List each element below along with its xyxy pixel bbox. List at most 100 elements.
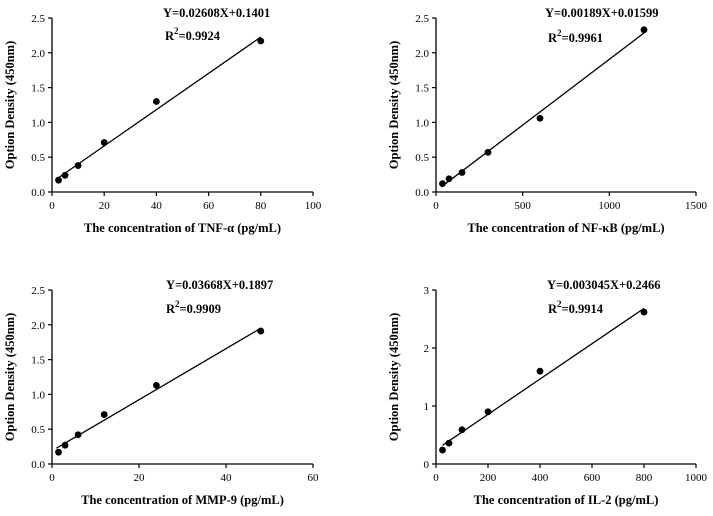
data-point	[74, 162, 82, 169]
data-point	[445, 439, 453, 447]
fit-equation: Y=0.03668X+0.1897	[166, 278, 273, 292]
y-tick-label: 2.0	[415, 48, 429, 60]
x-tick-label: 0	[433, 472, 439, 484]
regression-line	[56, 327, 262, 449]
y-tick-label: 1.0	[31, 117, 45, 129]
data-point	[153, 381, 160, 389]
x-tick-label: 500	[514, 200, 531, 212]
y-tick-label: 0.5	[415, 152, 429, 164]
x-tick-label: 20	[99, 200, 111, 212]
data-point	[536, 114, 544, 122]
x-tick-label: 200	[480, 472, 497, 484]
y-tick-label: 0.5	[31, 152, 45, 164]
r-squared-label: R2=0.9924	[165, 26, 221, 43]
y-tick-label: 1.0	[31, 389, 45, 401]
chart-2: 0.0 0.5 1.0 1.5 2.0 2.5 0 500 1000 1500 The concen…	[387, 6, 708, 235]
r-squared-value: =0.9909	[180, 302, 222, 316]
y-axis-label: Option Density (450nm)	[3, 41, 17, 169]
data-point	[640, 308, 648, 316]
y-tick-label: 0.5	[31, 424, 45, 436]
x-tick-label: 600	[584, 472, 601, 484]
y-axis-label: Option Density (450nm)	[387, 41, 401, 169]
data-point	[439, 446, 446, 454]
r-squared-symbol: R	[165, 29, 175, 43]
x-axis-label: The concentration of IL-2 (pg/mL)	[474, 493, 659, 507]
chart-1: 0.0 0.5 1.0 1.5 2.0 2.5 0 20 40 60 80 100 The concen…	[3, 6, 322, 235]
chart-4: 0 1 2 3 0 200 400 600 800 1000 The concentration o…	[387, 278, 708, 507]
y-tick-label: 2.0	[31, 320, 45, 332]
data-point	[458, 426, 466, 434]
r-squared-label: R2=0.9909	[166, 299, 221, 316]
fit-equation: Y=0.003045X+0.2466	[547, 278, 661, 292]
y-tick-label: 0.0	[31, 459, 45, 471]
y-axis-label: Option Density (450nm)	[3, 313, 17, 441]
x-tick-label: 1000	[685, 472, 708, 484]
x-tick-label: 0	[49, 200, 55, 212]
regression-line	[442, 307, 645, 446]
x-tick-label: 0	[433, 200, 439, 212]
y-tick-label: 1	[424, 401, 430, 413]
y-tick-label: 2.0	[31, 48, 45, 60]
data-point	[55, 176, 62, 184]
data-point	[74, 431, 82, 439]
fit-equation: Y=0.00189X+0.01599	[545, 6, 659, 20]
data-point	[640, 26, 648, 34]
y-tick-label: 1.5	[31, 355, 45, 367]
x-axis-label: The concentration of MMP-9 (pg/mL)	[81, 493, 284, 507]
x-tick-label: 1500	[685, 200, 708, 212]
y-tick-label: 2.5	[31, 13, 45, 25]
x-tick-label: 0	[49, 472, 55, 484]
data-point	[55, 448, 62, 456]
x-tick-label: 20	[134, 472, 146, 484]
r-squared-symbol: R	[166, 302, 176, 316]
data-point	[257, 327, 265, 335]
r-squared-label: R2=0.9914	[548, 299, 604, 316]
y-tick-label: 0.0	[415, 187, 429, 199]
data-point	[484, 408, 492, 416]
data-point	[61, 441, 69, 449]
data-point	[536, 367, 544, 375]
x-axis-label: The concentration of TNF-α (pg/mL)	[84, 221, 281, 235]
x-tick-label: 100	[305, 200, 322, 212]
x-axis-label: The concentration of NF-κB (pg/mL)	[467, 221, 664, 235]
x-tick-label: 800	[636, 472, 653, 484]
r-squared-value: =0.9924	[179, 29, 221, 43]
x-tick-label: 60	[203, 200, 215, 212]
r-squared-symbol: R	[548, 31, 558, 45]
data-point	[257, 37, 265, 45]
x-tick-label: 60	[308, 472, 320, 484]
r-squared-superscript: 2	[174, 26, 179, 36]
x-tick-label: 40	[221, 472, 233, 484]
data-point	[484, 148, 492, 156]
data-point	[61, 171, 69, 179]
y-tick-label: 2.5	[415, 13, 429, 25]
data-point	[439, 180, 446, 188]
y-tick-label: 1.0	[415, 117, 429, 129]
r-squared-symbol: R	[548, 302, 558, 316]
x-tick-label: 1000	[598, 200, 621, 212]
y-tick-label: 1.5	[415, 83, 429, 95]
y-axis-label: Option Density (450nm)	[387, 313, 401, 441]
r-squared-value: =0.9961	[562, 31, 604, 45]
data-point	[153, 98, 160, 105]
data-point	[445, 175, 453, 183]
y-tick-label: 0	[424, 459, 430, 471]
data-point	[100, 411, 108, 418]
r-squared-value: =0.9914	[562, 302, 604, 316]
regression-line	[440, 32, 645, 188]
y-tick-label: 1.5	[31, 83, 45, 95]
y-tick-label: 2	[424, 343, 430, 355]
y-tick-label: 3	[424, 285, 430, 297]
regression-line	[55, 36, 262, 181]
chart-3: 0.0 0.5 1.0 1.5 2.0 2.5 0 20 40 60 The concentrati…	[3, 278, 319, 507]
r-squared-superscript: 2	[175, 299, 180, 309]
data-point	[100, 139, 108, 146]
x-tick-label: 400	[532, 472, 549, 484]
y-tick-label: 0.0	[31, 187, 45, 199]
r-squared-label: R2=0.9961	[548, 28, 603, 45]
y-tick-label: 2.5	[31, 285, 45, 297]
r-squared-superscript: 2	[557, 299, 562, 309]
r-squared-superscript: 2	[557, 28, 562, 38]
x-tick-label: 40	[151, 200, 163, 212]
